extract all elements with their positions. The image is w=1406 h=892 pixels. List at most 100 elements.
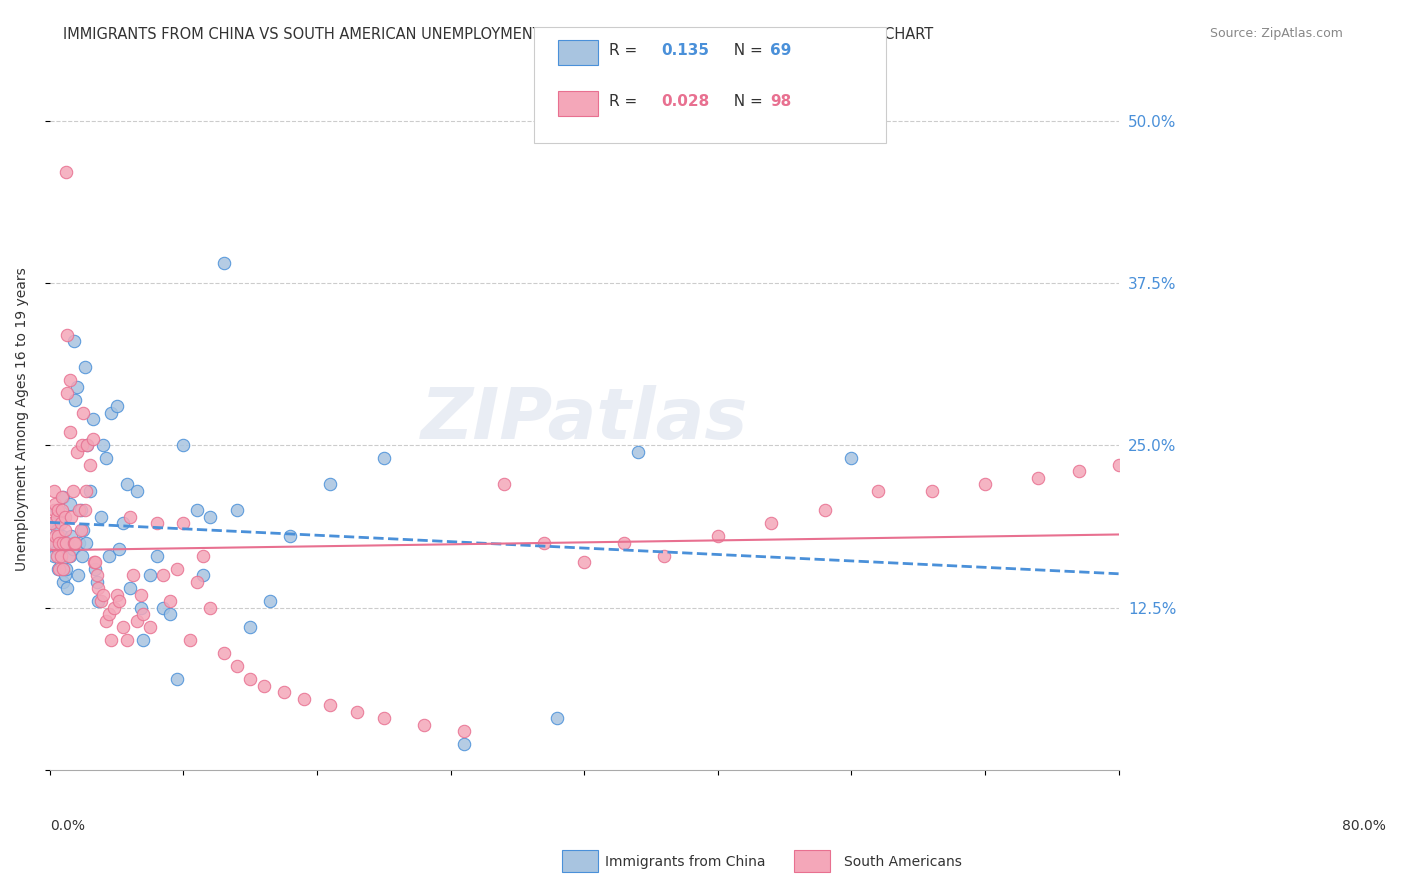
Point: [45, 523, 67, 537]
Point: [292, 691, 315, 706]
Point: [52, 491, 75, 505]
Point: [48, 562, 70, 576]
Point: [55, 562, 77, 576]
Point: [132, 633, 155, 648]
Point: [46, 562, 69, 576]
Point: [132, 607, 155, 622]
Point: [59, 497, 82, 511]
Text: Immigrants from China: Immigrants from China: [605, 855, 765, 869]
Point: [1108, 458, 1130, 472]
Point: [53, 523, 76, 537]
Point: [921, 483, 943, 498]
Text: R =: R =: [609, 95, 647, 109]
Point: [159, 607, 181, 622]
Point: [533, 536, 555, 550]
Point: [186, 503, 208, 517]
Text: South Americans: South Americans: [844, 855, 962, 869]
Point: [39, 516, 62, 531]
Point: [87, 582, 110, 596]
Point: [239, 673, 262, 687]
Point: [118, 509, 141, 524]
Point: [1028, 471, 1050, 485]
Point: [129, 588, 152, 602]
Point: [70, 549, 93, 563]
Point: [319, 698, 342, 713]
Point: [145, 516, 167, 531]
Point: [58, 549, 80, 563]
Point: [51, 503, 73, 517]
Point: [60, 529, 83, 543]
Point: [152, 600, 174, 615]
Point: [212, 256, 235, 270]
Point: [654, 549, 676, 563]
Point: [125, 614, 148, 628]
Point: [60, 509, 83, 524]
Point: [67, 536, 90, 550]
Point: [346, 705, 368, 719]
Point: [179, 633, 201, 648]
Point: [70, 438, 93, 452]
Point: [814, 503, 837, 517]
Point: [547, 711, 569, 725]
Point: [90, 509, 112, 524]
Point: [75, 536, 97, 550]
Point: [186, 574, 208, 589]
Text: ZIPatlas: ZIPatlas: [420, 385, 748, 454]
Point: [166, 673, 188, 687]
Point: [69, 503, 91, 517]
Point: [108, 594, 131, 608]
Point: [79, 483, 101, 498]
Point: [73, 360, 96, 375]
Y-axis label: Unemployment Among Ages 16 to 19 years: Unemployment Among Ages 16 to 19 years: [15, 268, 30, 571]
Point: [45, 509, 67, 524]
Point: [212, 646, 235, 660]
Point: [117, 477, 139, 491]
Point: [125, 483, 148, 498]
Point: [72, 406, 94, 420]
Point: [453, 724, 475, 739]
Point: [48, 536, 70, 550]
Point: [65, 445, 87, 459]
Point: [761, 516, 783, 531]
Point: [82, 412, 104, 426]
Text: IMMIGRANTS FROM CHINA VS SOUTH AMERICAN UNEMPLOYMENT AMONG AGES 16 TO 19 YEARS C: IMMIGRANTS FROM CHINA VS SOUTH AMERICAN …: [63, 27, 934, 42]
Point: [1135, 483, 1157, 498]
Point: [87, 594, 110, 608]
Text: 80.0%: 80.0%: [1341, 820, 1386, 833]
Point: [105, 400, 128, 414]
Point: [42, 503, 65, 517]
Point: [63, 334, 86, 349]
Point: [574, 555, 596, 569]
Point: [105, 588, 128, 602]
Point: [44, 529, 66, 543]
Point: [453, 737, 475, 751]
Point: [67, 503, 90, 517]
Point: [72, 523, 94, 537]
Point: [112, 620, 135, 634]
Point: [139, 620, 162, 634]
Point: [63, 536, 86, 550]
Point: [66, 568, 89, 582]
Point: [52, 536, 75, 550]
Point: [46, 529, 69, 543]
Point: [145, 549, 167, 563]
Point: [613, 536, 636, 550]
Point: [79, 458, 101, 472]
Point: [83, 555, 105, 569]
Text: Source: ZipAtlas.com: Source: ZipAtlas.com: [1209, 27, 1343, 40]
Point: [319, 477, 342, 491]
Point: [172, 516, 194, 531]
Point: [56, 327, 79, 342]
Point: [239, 620, 262, 634]
Point: [44, 497, 66, 511]
Point: [82, 432, 104, 446]
Point: [166, 562, 188, 576]
Point: [108, 542, 131, 557]
Point: [225, 503, 247, 517]
Point: [84, 555, 107, 569]
Point: [49, 516, 72, 531]
Point: [117, 633, 139, 648]
Point: [62, 483, 84, 498]
Point: [41, 516, 63, 531]
Point: [45, 503, 67, 517]
